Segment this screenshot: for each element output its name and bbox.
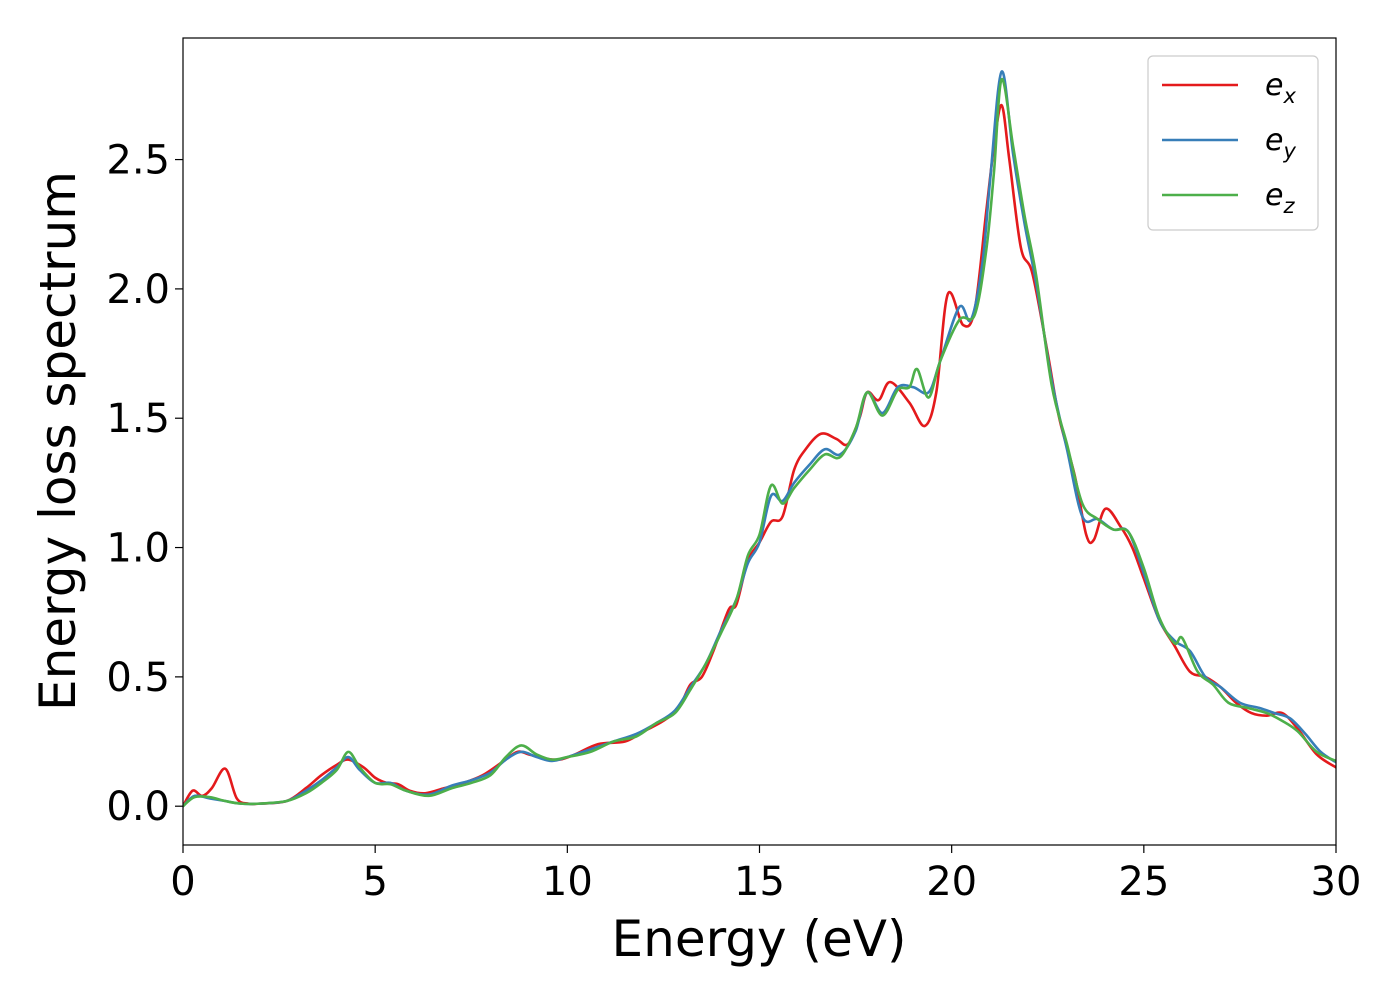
x-tick-label: 30 — [1311, 859, 1362, 905]
x-tick-label: 20 — [926, 859, 977, 905]
legend-box — [1147, 55, 1319, 231]
y-tick-label: 2.0 — [106, 267, 170, 313]
legend-entry-ez: ez — [1162, 178, 1295, 218]
series-layer — [183, 70, 1336, 808]
y-tick-label: 2.5 — [106, 138, 170, 184]
legend-entry-ey: ey — [1162, 123, 1296, 163]
x-tick-label: 0 — [170, 859, 195, 905]
x-tick-label: 10 — [542, 859, 593, 905]
series-line-ex — [183, 103, 1336, 808]
y-tick-label: 1.0 — [106, 526, 170, 572]
legend: ex ey ez — [1147, 55, 1319, 231]
y-tick-label: 0.5 — [106, 655, 170, 701]
legend-label: ey — [1265, 123, 1296, 163]
y-axis-label: Energy loss spectrum — [29, 171, 87, 711]
y-tick-label: 1.5 — [106, 396, 170, 442]
legend-label: ez — [1265, 178, 1295, 218]
x-tick-label: 15 — [734, 859, 785, 905]
legend-entry-ex: ex — [1162, 68, 1296, 108]
x-tick-label: 25 — [1118, 859, 1169, 905]
plot-area — [183, 38, 1336, 845]
legend-entries: ex ey ez — [1162, 68, 1296, 218]
series-line-ez — [183, 78, 1336, 808]
x-axis-label: Energy (eV) — [612, 910, 907, 968]
legend-label: ex — [1265, 68, 1296, 108]
y-axis: 0.0 0.5 1.0 1.5 2.0 2.5 — [106, 138, 183, 830]
x-axis: 0 5 10 15 20 25 30 — [170, 845, 1361, 905]
y-tick-label: 0.0 — [106, 784, 170, 830]
x-tick-label: 5 — [362, 859, 387, 905]
